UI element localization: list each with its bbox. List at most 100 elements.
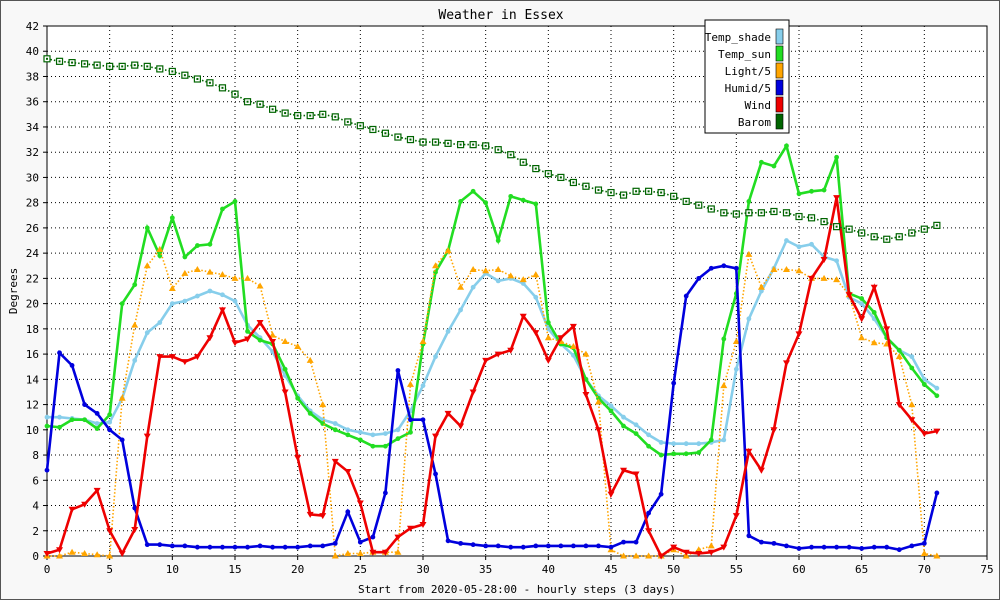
data-point-center: [359, 124, 362, 127]
data-point: [620, 552, 628, 559]
y-tick-label: 28: [26, 197, 39, 210]
data-point: [909, 365, 915, 371]
data-point: [270, 544, 275, 550]
legend-swatch: [775, 28, 784, 45]
series-barom: [43, 55, 941, 243]
data-point: [871, 544, 877, 550]
data-point: [494, 266, 502, 273]
data-point: [784, 543, 789, 549]
data-point-center: [522, 161, 525, 164]
data-point-center: [296, 114, 299, 117]
x-tick-label: 25: [354, 563, 367, 576]
data-point: [671, 451, 677, 457]
data-point-center: [722, 211, 725, 214]
data-point: [106, 528, 114, 535]
y-tick-label: 18: [26, 323, 39, 336]
data-point-center: [559, 176, 562, 179]
data-point-center: [422, 141, 424, 144]
y-tick-label: 32: [26, 146, 39, 159]
data-point: [144, 225, 150, 231]
axis-ticks: 0246810121416182022242628303234363840420…: [26, 20, 994, 576]
data-point: [143, 433, 151, 440]
data-point: [344, 549, 352, 556]
data-point: [118, 394, 126, 401]
data-point-center: [484, 144, 487, 147]
data-point: [56, 552, 64, 559]
data-point: [420, 383, 426, 389]
data-point: [820, 274, 828, 281]
data-point: [607, 491, 615, 498]
legend-swatch: [775, 79, 784, 96]
data-point: [345, 509, 351, 515]
data-point: [207, 241, 213, 247]
data-point: [469, 389, 477, 396]
x-tick-label: 20: [291, 563, 304, 576]
legend: Temp_shade Temp_sun Light/5 Humid/5 Wind Baro…: [704, 19, 790, 134]
data-point: [118, 550, 126, 557]
y-tick-label: 42: [26, 20, 39, 33]
data-point: [571, 543, 576, 549]
data-point: [231, 340, 239, 347]
x-tick-label: 65: [855, 563, 868, 576]
data-point: [220, 292, 225, 298]
data-point: [508, 544, 514, 550]
data-point-center: [208, 81, 211, 84]
data-point: [683, 451, 689, 457]
data-point: [182, 543, 188, 549]
legend-box: [704, 19, 790, 134]
data-point: [934, 385, 940, 391]
data-point: [757, 467, 765, 474]
data-point-center: [622, 194, 625, 197]
data-point: [256, 320, 264, 327]
data-point-center: [610, 191, 612, 194]
data-point-center: [309, 114, 312, 117]
series-group: [43, 55, 941, 560]
data-point: [771, 163, 777, 169]
data-point: [658, 440, 664, 445]
data-point: [621, 423, 626, 429]
x-tick-label: 5: [106, 563, 113, 576]
data-point: [132, 505, 138, 511]
data-point: [745, 448, 753, 455]
data-point: [395, 368, 401, 373]
data-point-center: [58, 60, 61, 63]
data-point: [306, 356, 314, 363]
data-point: [168, 354, 176, 361]
data-point: [94, 426, 100, 431]
data-point: [646, 432, 651, 438]
data-point: [119, 437, 125, 443]
data-point: [545, 320, 551, 325]
y-tick-label: 2: [32, 525, 39, 538]
data-point-center: [196, 78, 199, 80]
data-point: [834, 258, 839, 264]
data-point: [745, 250, 753, 257]
data-point: [470, 188, 476, 194]
data-point: [746, 199, 752, 204]
data-point: [156, 354, 164, 361]
data-point-center: [346, 120, 349, 123]
data-point: [369, 549, 377, 556]
data-point: [557, 335, 565, 342]
data-point: [596, 543, 601, 549]
data-point: [256, 282, 264, 289]
data-point: [608, 403, 614, 409]
y-tick-label: 16: [26, 348, 39, 361]
data-point: [920, 431, 928, 438]
data-point: [908, 401, 916, 408]
data-point: [495, 543, 501, 549]
y-tick-label: 40: [26, 45, 39, 58]
data-point: [658, 491, 664, 497]
data-point: [621, 539, 626, 545]
data-point: [195, 293, 200, 299]
data-point: [420, 417, 426, 423]
data-point: [533, 543, 539, 549]
data-point: [282, 544, 288, 550]
data-point: [934, 393, 940, 399]
data-point-center: [121, 65, 124, 68]
data-point: [357, 539, 363, 545]
y-tick-label: 24: [26, 247, 40, 260]
y-tick-label: 36: [26, 96, 39, 109]
data-point: [356, 500, 364, 507]
data-point: [545, 326, 551, 332]
legend-swatch: [775, 45, 784, 62]
